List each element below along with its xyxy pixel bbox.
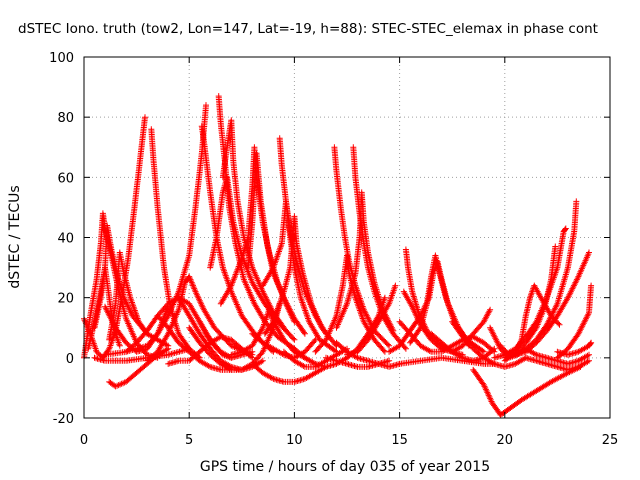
y-axis-ticks: -20 0 20 40 60 80 100 — [49, 51, 610, 427]
y-tick-label: 20 — [57, 292, 74, 307]
x-tick-label: 5 — [185, 433, 193, 448]
data-point-markers — [228, 306, 308, 361]
data-points — [81, 93, 595, 418]
x-tick-label: 0 — [80, 433, 88, 448]
data-point-markers — [261, 213, 340, 349]
y-tick-label: 40 — [57, 232, 74, 247]
x-tick-label: 15 — [391, 433, 408, 448]
data-point-markers — [396, 354, 498, 367]
data-point-markers — [249, 360, 329, 385]
data-arc — [396, 354, 498, 367]
data-point-markers — [333, 189, 397, 334]
data-point-markers — [449, 318, 529, 370]
data-point-markers — [245, 150, 308, 337]
data-arc — [245, 150, 308, 337]
x-tick-label: 25 — [602, 433, 619, 448]
y-tick-label: 80 — [57, 111, 74, 126]
data-arc — [333, 189, 397, 334]
data-arc — [333, 339, 403, 370]
data-point-markers — [522, 345, 592, 367]
x-axis-ticks: 0 5 10 15 20 25 — [80, 57, 618, 448]
data-arc — [470, 363, 584, 418]
data-arc — [522, 345, 592, 367]
data-point-markers — [276, 135, 340, 355]
data-point-markers — [522, 354, 592, 373]
data-arc — [261, 213, 340, 349]
data-arc — [148, 126, 203, 361]
data-point-markers — [91, 345, 193, 364]
data-point-markers — [333, 339, 403, 370]
data-point-markers — [554, 339, 595, 358]
data-arc — [522, 354, 592, 373]
x-tick-label: 10 — [286, 433, 303, 448]
data-point-markers — [554, 282, 595, 361]
data-arc — [154, 312, 235, 373]
data-arc — [501, 282, 563, 364]
y-tick-label: 60 — [57, 171, 74, 186]
y-axis-label: dSTEC / TECUs — [7, 185, 23, 288]
chart-title: dSTEC Iono. truth (tow2, Lon=147, Lat=-1… — [18, 21, 598, 37]
data-arc — [228, 306, 308, 361]
y-tick-label: 0 — [66, 352, 74, 367]
x-tick-label: 20 — [497, 433, 514, 448]
data-arc — [449, 318, 529, 370]
data-arc — [249, 360, 329, 385]
data-point-markers — [154, 312, 235, 373]
data-arc — [276, 135, 340, 355]
data-point-markers — [386, 258, 472, 355]
y-tick-label: 100 — [49, 51, 74, 66]
data-arc — [386, 258, 472, 355]
data-arc — [91, 345, 193, 364]
y-tick-label: -20 — [53, 412, 74, 427]
x-axis-label: GPS time / hours of day 035 of year 2015 — [200, 459, 490, 475]
data-point-markers — [148, 126, 203, 361]
data-arc — [554, 282, 595, 361]
data-point-markers — [470, 363, 584, 418]
data-arc — [554, 339, 595, 358]
data-point-markers — [501, 282, 563, 364]
